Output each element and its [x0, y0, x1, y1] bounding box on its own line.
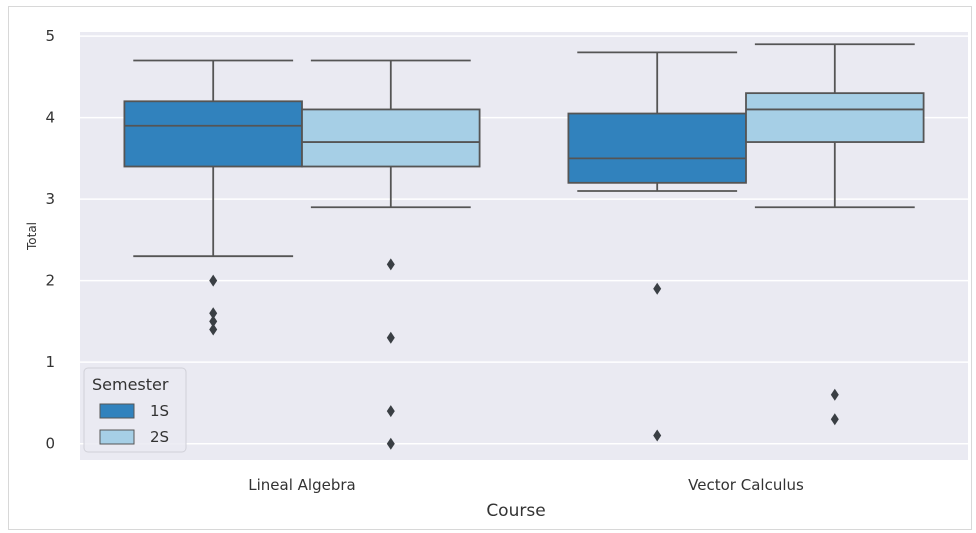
box-1S-0	[123, 59, 303, 336]
y-tick-label: 2	[45, 272, 55, 290]
outlier-point	[209, 315, 218, 328]
outlier-point	[209, 307, 218, 320]
x-tick-label: Vector Calculus	[688, 476, 804, 494]
iqr-box	[567, 112, 747, 184]
box-2S-0	[301, 59, 481, 450]
y-tick-labels: 0 1 2 3 4 5	[45, 27, 55, 453]
outlier-point	[386, 258, 395, 271]
outlier-point	[653, 282, 662, 295]
legend-label-1S: 1S	[150, 402, 169, 420]
box-1S-1	[567, 51, 747, 442]
x-axis-title: Course	[486, 501, 545, 521]
legend-swatch-2S	[99, 429, 135, 445]
y-tick-label: 0	[45, 435, 55, 453]
outlier-point	[830, 388, 839, 401]
grid-lines	[80, 35, 968, 445]
iqr-box	[301, 108, 481, 168]
outlier-point	[386, 405, 395, 418]
y-tick-label: 3	[45, 190, 55, 208]
y-tick-label: 1	[45, 353, 55, 371]
outlier-point	[386, 437, 395, 450]
outlier-point	[830, 413, 839, 426]
legend-label-2S: 2S	[150, 428, 169, 446]
legend-title: Semester	[92, 375, 169, 394]
x-tick-labels: Lineal Algebra Vector Calculus	[248, 476, 804, 494]
x-tick-label: Lineal Algebra	[248, 476, 355, 494]
y-tick-label: 4	[45, 109, 55, 127]
iqr-box	[745, 92, 925, 143]
y-axis-title: Total	[25, 222, 39, 251]
box-2S-1	[745, 43, 925, 426]
legend-swatch-1S	[99, 403, 135, 419]
outlier-point	[386, 331, 395, 344]
outlier-point	[209, 274, 218, 287]
box-group	[123, 43, 925, 450]
iqr-box	[123, 100, 303, 168]
outlier-point	[209, 323, 218, 336]
outlier-point	[653, 429, 662, 442]
y-tick-label: 5	[45, 27, 55, 45]
